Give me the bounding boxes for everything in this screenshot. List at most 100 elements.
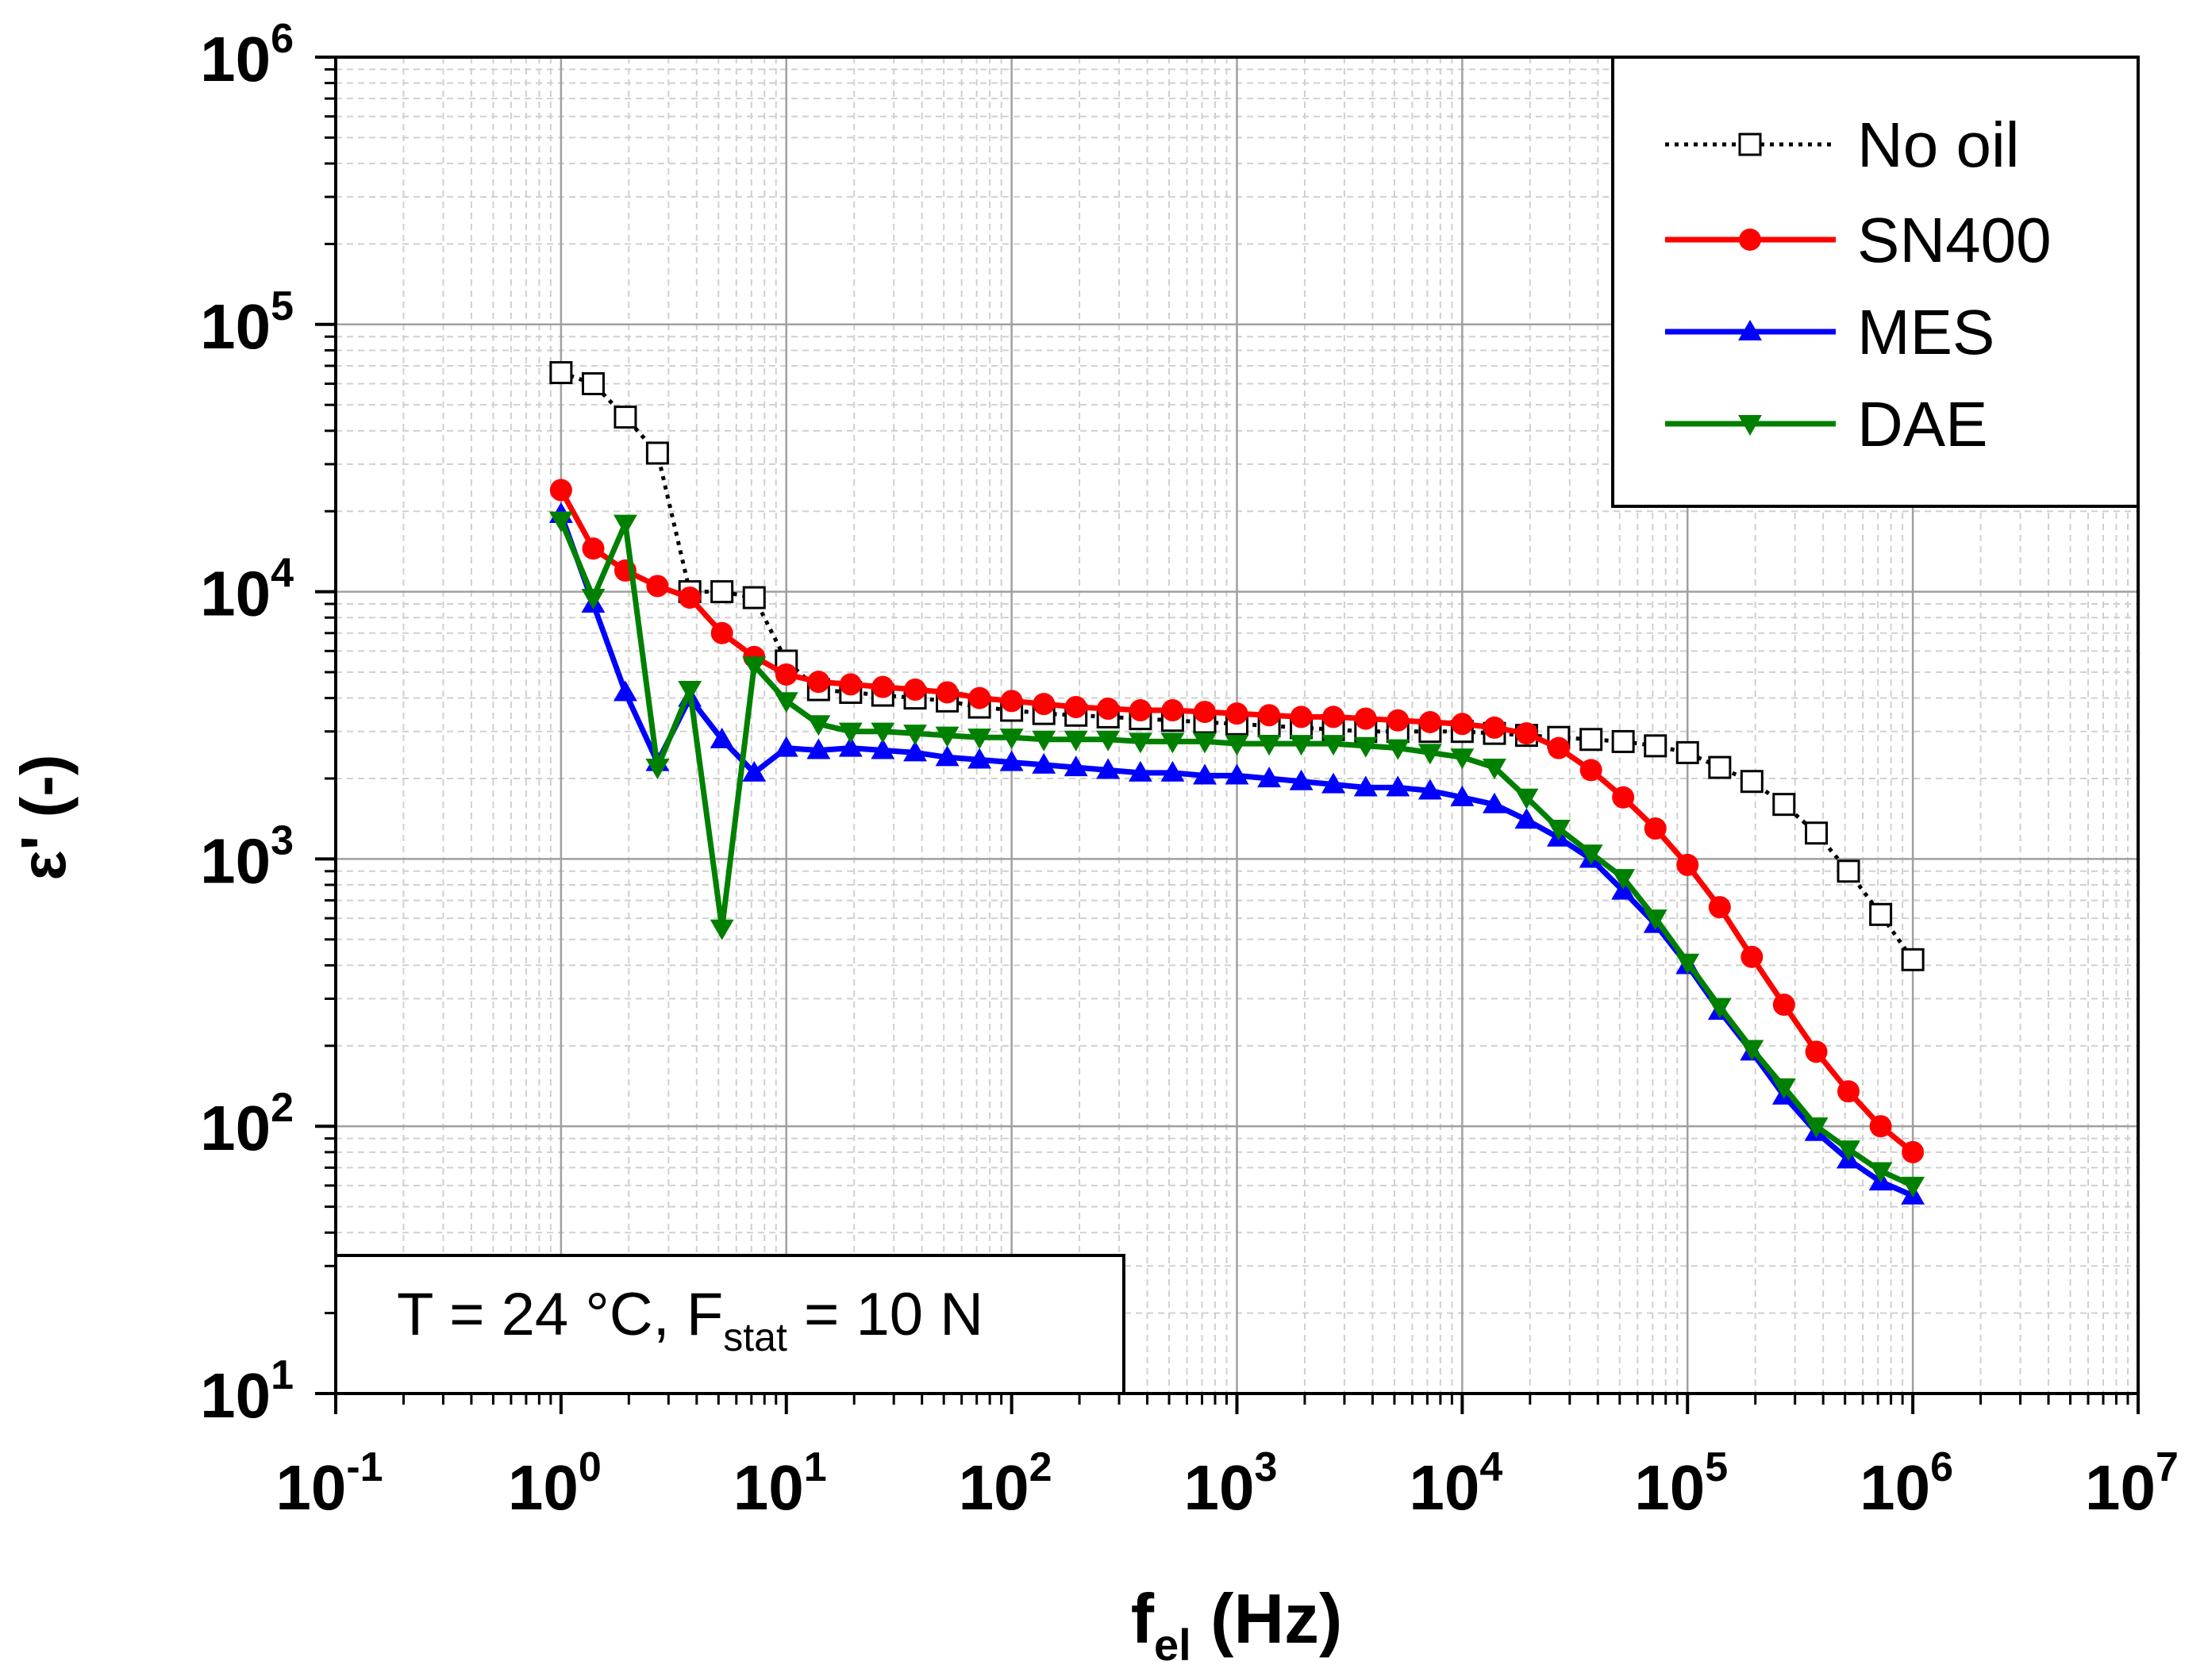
legend-marker-mes	[1738, 320, 1762, 341]
x-tick-label: 106	[1860, 1444, 1953, 1523]
data-point-no-oil	[614, 406, 637, 429]
data-point-mes	[1417, 778, 1442, 800]
data-point-mes	[1321, 772, 1345, 794]
data-point-dae	[1321, 735, 1345, 756]
data-point-mes	[613, 680, 637, 702]
data-point-sn400	[807, 671, 830, 694]
y-tick-label: 106	[200, 16, 294, 94]
data-point-sn400	[1612, 786, 1635, 809]
data-point-dae	[1417, 744, 1442, 765]
data-point-dae	[1868, 1162, 1893, 1183]
data-point-sn400	[582, 537, 605, 560]
data-point-mes	[1225, 763, 1249, 785]
legend: No oil SN400 MES DAE	[1611, 56, 2140, 508]
data-point-dae	[1128, 732, 1152, 754]
data-point-sn400	[1129, 699, 1152, 722]
data-point-mes	[967, 748, 992, 769]
data-point-sn400	[1354, 707, 1377, 730]
data-point-dae	[548, 511, 573, 532]
data-point-sn400	[1064, 696, 1087, 719]
x-tick-label: 100	[508, 1444, 602, 1523]
data-point-mes	[1289, 769, 1314, 790]
data-point-sn400	[1902, 1140, 1925, 1163]
y-tick-label: 105	[200, 283, 294, 362]
data-point-no-oil	[1805, 821, 1829, 845]
data-point-sn400	[1644, 817, 1667, 840]
data-point-sn400	[1194, 701, 1217, 724]
data-point-dae	[838, 722, 863, 744]
data-point-no-oil	[581, 372, 605, 396]
data-point-sn400	[1837, 1080, 1860, 1103]
data-point-dae	[999, 729, 1024, 750]
data-point-sn400	[1161, 699, 1184, 722]
data-point-dae	[678, 680, 702, 702]
data-point-sn400	[1579, 759, 1602, 782]
data-point-mes	[1386, 775, 1410, 797]
data-point-sn400	[1387, 709, 1410, 732]
data-point-sn400	[904, 679, 927, 702]
annotation-box: T = 24 °C, Fstat = 10 N	[334, 1254, 1125, 1395]
y-tick-label: 101	[200, 1352, 294, 1431]
data-point-mes	[1128, 760, 1152, 782]
data-point-dae	[1771, 1078, 1796, 1099]
data-point-mes	[871, 738, 895, 759]
data-point-dae	[1096, 730, 1121, 752]
annotation-frame	[334, 1254, 1125, 1395]
data-point-mes	[710, 727, 734, 748]
data-point-dae	[935, 726, 960, 748]
data-point-sn400	[679, 586, 702, 609]
legend-frame	[1611, 56, 2140, 508]
data-point-dae	[742, 656, 767, 678]
data-point-no-oil	[645, 441, 669, 465]
data-point-mes	[742, 760, 767, 782]
data-point-sn400	[1033, 693, 1056, 716]
data-point-sn400	[775, 663, 798, 686]
legend-marker-no-oil	[1738, 133, 1762, 156]
data-point-sn400	[1772, 994, 1795, 1017]
data-point-sn400	[1708, 896, 1731, 919]
data-point-mes	[999, 750, 1024, 771]
data-point-dae	[1804, 1117, 1829, 1139]
data-point-dae	[613, 514, 637, 536]
legend-entries: No oil SN400 MES DAE	[1665, 110, 2052, 459]
data-point-sn400	[1258, 704, 1281, 727]
data-point-dae	[774, 692, 798, 713]
legend-label-dae: DAE	[1857, 389, 1988, 459]
data-point-sn400	[549, 479, 572, 502]
legend-item-no-oil: No oil	[1665, 110, 2020, 180]
data-point-dae	[967, 729, 992, 750]
data-point-dae	[871, 722, 895, 744]
data-point-sn400	[839, 673, 862, 696]
data-point-sn400	[1000, 690, 1023, 713]
legend-label-mes: MES	[1857, 297, 1994, 367]
legend-marker-sn400	[1739, 229, 1761, 251]
data-point-dae	[1386, 739, 1410, 760]
data-point-sn400	[871, 675, 894, 698]
data-point-mes	[1096, 758, 1121, 779]
data-point-no-oil	[1675, 740, 1699, 764]
data-point-mes	[1483, 792, 1506, 813]
data-point-dae	[581, 589, 606, 610]
y-tick-label: 102	[200, 1085, 294, 1163]
data-point-no-oil	[742, 586, 766, 609]
data-point-mes	[1450, 785, 1475, 806]
data-point-dae	[1837, 1140, 1860, 1162]
x-tick-label: 101	[733, 1444, 827, 1523]
data-point-mes	[1514, 808, 1539, 829]
legend-label-no-oil: No oil	[1857, 110, 2020, 180]
data-point-sn400	[1676, 853, 1699, 876]
x-tick-label: 102	[959, 1444, 1052, 1523]
data-point-no-oil	[1611, 729, 1635, 753]
legend-item-dae: DAE	[1665, 389, 1988, 459]
x-tick-label: 104	[1409, 1444, 1502, 1523]
data-point-sn400	[968, 686, 991, 709]
data-point-no-oil	[1772, 793, 1796, 817]
data-point-mes	[1032, 752, 1056, 774]
axis-ticks	[315, 56, 2140, 1414]
data-point-dae	[1353, 736, 1378, 758]
series-layer	[548, 361, 1925, 1205]
data-point-dae	[903, 725, 927, 746]
data-point-sn400	[1097, 698, 1120, 721]
legend-item-sn400: SN400	[1665, 205, 2052, 275]
data-point-dae	[1450, 748, 1475, 770]
